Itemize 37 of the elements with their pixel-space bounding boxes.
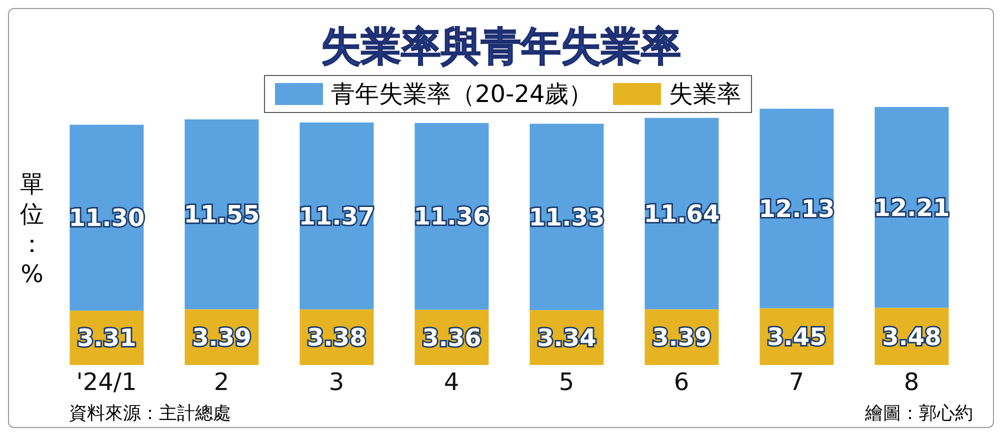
- bar: [414, 122, 489, 310]
- x-tick-label: 8: [904, 368, 920, 396]
- data-label: 3.34: [537, 324, 596, 352]
- x-tick-label: 4: [444, 368, 460, 396]
- bar: [300, 122, 374, 310]
- data-label: 11.55: [184, 200, 260, 229]
- bar: [760, 108, 834, 308]
- data-label: 11.33: [528, 203, 605, 232]
- source-note: 資料來源：主計總處: [69, 402, 231, 425]
- data-label: 3.48: [882, 322, 942, 351]
- data-label: 11.37: [298, 202, 375, 230]
- legend-label: 青年失業率（20-24歲）: [331, 79, 593, 110]
- x-tick-label: 7: [788, 368, 804, 396]
- bar: [70, 124, 144, 311]
- text: 繪圖：郭心約: [865, 402, 973, 425]
- x-tick-label: 3: [328, 368, 344, 396]
- data-label: 11.36: [414, 202, 490, 231]
- data-label: 3.45: [767, 323, 826, 352]
- bar: [530, 124, 604, 310]
- legend-label: 失業率: [668, 79, 741, 110]
- x-tick-label: 5: [558, 368, 574, 396]
- data-label: 11.30: [68, 204, 145, 232]
- data-label: 3.36: [422, 324, 482, 352]
- y-axis-title: 單位：%: [19, 169, 45, 289]
- bar: [184, 119, 259, 310]
- x-tick-label: 2: [214, 368, 230, 396]
- data-label: 3.38: [307, 324, 366, 352]
- x-tick-label: 6: [674, 368, 690, 396]
- data-label: 12.13: [758, 194, 835, 223]
- bar: [874, 107, 949, 308]
- x-tick-label: '24/1: [76, 368, 137, 396]
- data-label: 3.39: [192, 324, 252, 352]
- bar: [644, 118, 719, 310]
- data-label: 3.31: [77, 324, 136, 352]
- data-label: 3.39: [652, 324, 712, 352]
- chart-title: 失業率與青年失業率: [320, 23, 682, 72]
- data-label: 12.21: [874, 194, 950, 222]
